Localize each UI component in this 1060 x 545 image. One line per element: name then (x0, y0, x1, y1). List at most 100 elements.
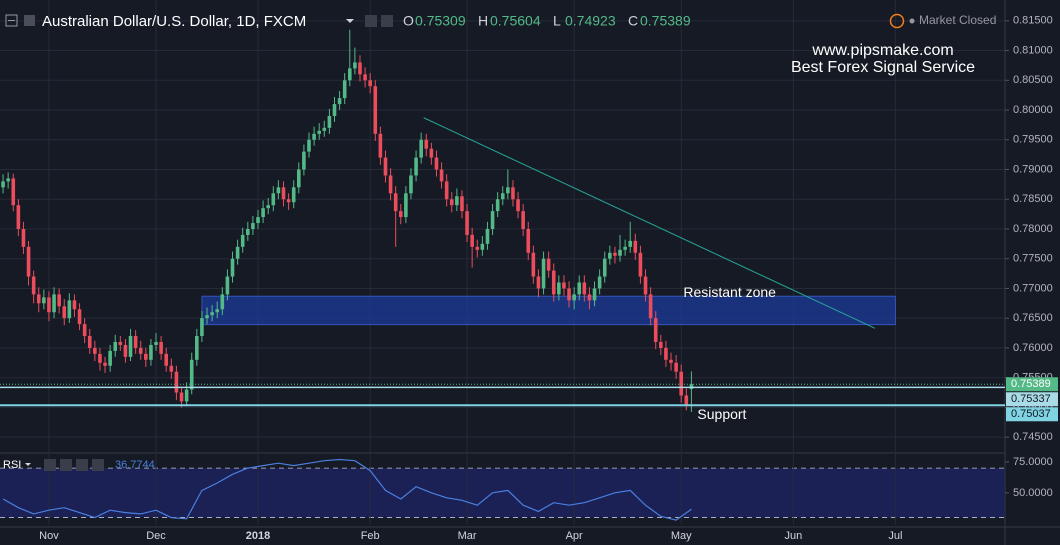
ohlc-value: 0.75309 (415, 13, 466, 29)
candle-body (154, 341, 158, 345)
candle-body (72, 300, 77, 310)
x-tick-label: Dec (146, 530, 166, 542)
candle-body (679, 371, 684, 396)
candle-body (659, 341, 663, 348)
ohlc-letter: O (403, 13, 414, 29)
candle-body (577, 282, 582, 295)
candle-body (149, 344, 153, 360)
candle-body (429, 148, 434, 158)
candle-body (26, 246, 31, 277)
candle-body (87, 336, 92, 348)
symbol-icon[interactable] (24, 15, 35, 26)
candle-body (516, 199, 520, 212)
price-badge (1006, 407, 1058, 422)
y-tick-label: 0.76000 (1013, 342, 1053, 354)
candle-body (669, 359, 673, 363)
resistance-zone (201, 295, 896, 326)
candle-body (388, 175, 393, 194)
y-tick-label: 0.76500 (1013, 312, 1053, 324)
candle-body (684, 395, 689, 405)
candle-body (322, 127, 327, 131)
candle-body (495, 199, 500, 212)
x-tick-label: Jun (785, 530, 803, 542)
market-status: Market Closed (919, 13, 996, 27)
ohlc-letter: H (478, 13, 488, 29)
ohlc-value: 0.75389 (640, 13, 691, 29)
y-tick-label: 0.78500 (1013, 193, 1053, 205)
candle-body (200, 318, 204, 337)
candle-body (531, 252, 536, 277)
candle-body (108, 350, 112, 366)
candle-body (485, 228, 490, 244)
status-icon (889, 13, 905, 29)
candle-body (93, 347, 97, 354)
level-label: Support (697, 406, 746, 422)
candle-body (551, 270, 556, 295)
x-tick-label: Apr (566, 530, 583, 542)
settings-icon[interactable] (365, 15, 377, 27)
candle-body (164, 353, 169, 366)
candle-body (103, 362, 107, 366)
candle-body (363, 74, 367, 81)
candle-body (602, 258, 607, 277)
rsi-icon[interactable] (76, 459, 88, 471)
candle-body (398, 211, 403, 218)
candle-body (439, 169, 444, 182)
candle-body (470, 234, 474, 247)
status-dot (909, 18, 915, 24)
candle-body (449, 199, 454, 206)
candle-body (133, 336, 138, 348)
candle-body (511, 187, 515, 200)
candle-body (184, 389, 189, 402)
candle-body (643, 276, 648, 295)
candle-body (307, 139, 311, 152)
candle-body (393, 193, 398, 212)
trend-line (423, 117, 876, 329)
candle-body (113, 341, 118, 351)
ohlc-letter: L (553, 13, 561, 29)
candle-body (480, 243, 485, 250)
candle-body (138, 347, 143, 354)
candle-body (475, 246, 480, 250)
candle-body (47, 297, 51, 313)
candle-body (179, 392, 184, 402)
candle-body (16, 205, 21, 229)
candle-body (302, 151, 306, 170)
candle-body (337, 98, 342, 105)
candle-body (434, 157, 439, 170)
candle-body (373, 86, 378, 134)
ohlc-letter: C (628, 13, 638, 29)
candle-body (332, 104, 337, 116)
candle-body (648, 294, 653, 319)
menu-icon[interactable] (5, 14, 18, 27)
candle-body (286, 199, 291, 203)
candle-body (246, 228, 250, 235)
rsi-icon[interactable] (44, 459, 56, 471)
symbol-title[interactable]: Australian Dollar/U.S. Dollar, 1D, FXCM (42, 13, 306, 30)
candle-body (144, 353, 148, 360)
candle-body (36, 294, 41, 304)
candle-body (1, 181, 5, 188)
candle-body (628, 240, 633, 247)
candle-body (541, 258, 546, 289)
candle-body (653, 318, 658, 342)
candle-body (638, 252, 643, 277)
candle-body (465, 211, 469, 235)
candle-body (404, 193, 408, 218)
candle-body (342, 80, 347, 99)
candle-body (587, 294, 592, 301)
candle-body (536, 276, 541, 289)
price-badge-label: 0.75337 (1011, 393, 1051, 405)
dropdown-arrow[interactable] (25, 463, 31, 466)
x-tick-label: Nov (39, 530, 59, 542)
dropdown-arrow[interactable] (346, 19, 354, 23)
settings-icon[interactable] (381, 15, 393, 27)
candle-body (220, 294, 225, 310)
candle-body (378, 133, 383, 158)
candle-body (506, 187, 510, 194)
rsi-icon[interactable] (92, 459, 104, 471)
rsi-title: RSI (3, 459, 21, 471)
rsi-icon[interactable] (60, 459, 72, 471)
